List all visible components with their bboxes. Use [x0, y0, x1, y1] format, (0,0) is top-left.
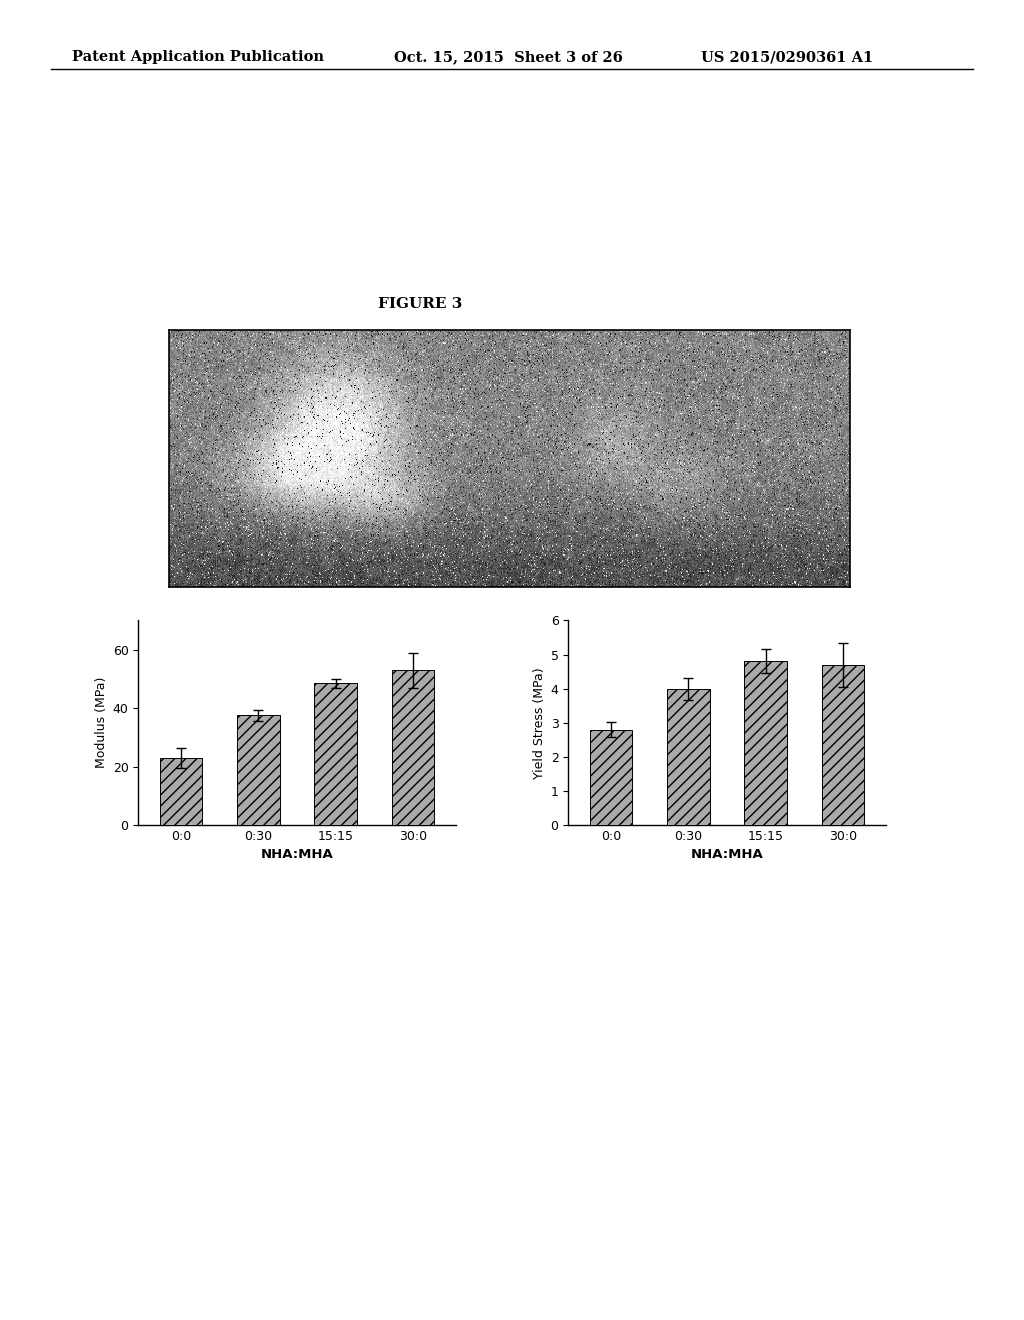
- Bar: [667, 689, 710, 825]
- Text: Oct. 15, 2015  Sheet 3 of 26: Oct. 15, 2015 Sheet 3 of 26: [394, 50, 624, 65]
- Text: FIGURE 3: FIGURE 3: [378, 297, 462, 312]
- Y-axis label: Yield Stress (MPa): Yield Stress (MPa): [534, 667, 547, 779]
- Y-axis label: Modulus (MPa): Modulus (MPa): [95, 677, 109, 768]
- Bar: [237, 715, 280, 825]
- Bar: [392, 671, 434, 825]
- Bar: [822, 665, 864, 825]
- X-axis label: NHA:MHA: NHA:MHA: [690, 849, 764, 862]
- Text: US 2015/0290361 A1: US 2015/0290361 A1: [701, 50, 873, 65]
- Bar: [590, 730, 632, 825]
- Bar: [744, 661, 787, 825]
- Bar: [314, 684, 357, 825]
- Bar: [160, 758, 202, 825]
- X-axis label: NHA:MHA: NHA:MHA: [260, 849, 334, 862]
- Text: Patent Application Publication: Patent Application Publication: [72, 50, 324, 65]
